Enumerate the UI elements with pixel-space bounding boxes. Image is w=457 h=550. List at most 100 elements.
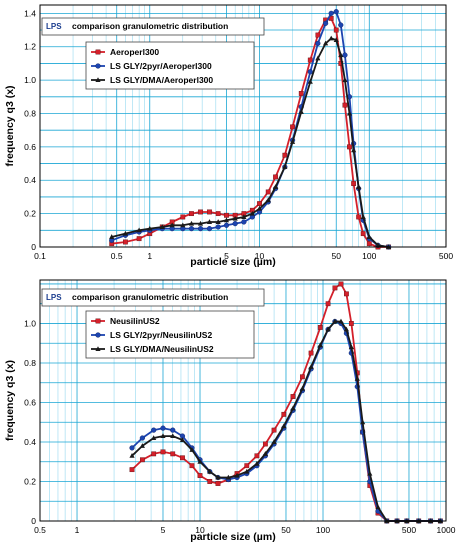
data-point [160, 425, 166, 431]
x-tick-label: 1 [147, 251, 152, 261]
data-point [342, 52, 348, 58]
data-point [197, 220, 204, 226]
data-point [225, 474, 231, 480]
data-point [256, 205, 263, 211]
data-point [360, 231, 366, 237]
data-point [290, 394, 296, 399]
y-tick-label: 0.8 [24, 358, 36, 368]
data-point [307, 69, 313, 75]
tick-labels: 0.1 0.5 1 5 10 50 100 500 0 0.2 0.4 0.6 0.8 1.0 1.2 1.4 [24, 8, 453, 261]
data-point [234, 472, 240, 478]
data-point [351, 147, 357, 153]
data-point [332, 285, 338, 291]
data-point [281, 411, 287, 417]
data-point [338, 22, 344, 28]
y-tick-label: 0.6 [24, 142, 36, 152]
data-point [180, 214, 186, 220]
data-point [180, 455, 185, 461]
legend: NeusilinUS2 LS GLY/2pyr/NeusilinUS2 LS GLY… [85, 310, 255, 359]
chart-grid [39, 280, 447, 522]
data-point [123, 239, 128, 245]
data-point [139, 457, 145, 463]
data-point [300, 374, 305, 380]
lps-badge: LPS [46, 22, 62, 31]
data-point [129, 453, 135, 458]
data-point [151, 435, 157, 441]
legend-marker [95, 49, 101, 55]
data-point [348, 321, 354, 326]
y-tick-label: 1.2 [24, 42, 36, 52]
data-point [360, 419, 366, 425]
legend-marker [95, 318, 101, 324]
legend-label: LS GLY/DMA/NeusilinUS2 [110, 344, 214, 354]
data-point [262, 451, 268, 456]
chart-title-box: LPS comparison granulometric distributio… [41, 17, 265, 36]
data-point [224, 212, 229, 218]
data-point [197, 458, 203, 464]
data-point [189, 463, 195, 469]
data-point [356, 184, 362, 189]
data-point [333, 37, 339, 43]
data-point [241, 219, 247, 225]
data-point [281, 423, 287, 429]
data-point [180, 222, 186, 228]
data-point [273, 174, 278, 180]
data-point [298, 109, 304, 114]
legend-marker [95, 332, 101, 338]
data-point [197, 226, 204, 232]
data-point [307, 78, 313, 84]
data-point [308, 364, 314, 369]
data-point [244, 468, 250, 474]
data-point [159, 224, 165, 229]
plot-frame [39, 279, 447, 522]
data-point [323, 20, 329, 26]
data-point [170, 427, 176, 433]
data-point [290, 405, 296, 411]
data-point [332, 318, 338, 324]
data-point [189, 211, 194, 217]
data-point [375, 242, 381, 248]
data-point [342, 77, 348, 83]
data-point [325, 326, 331, 332]
chart-grid [39, 5, 447, 248]
data-point [254, 453, 260, 459]
x-tick-label: 5 [161, 525, 166, 535]
x-axis-label: particle size (µm) [190, 256, 275, 268]
data-point [298, 91, 304, 96]
data-point [188, 220, 195, 226]
data-point [169, 222, 175, 228]
data-point [129, 467, 135, 473]
data-point [170, 433, 176, 439]
data-point [366, 241, 372, 247]
data-point [333, 27, 339, 33]
x-tick-label: 10 [255, 251, 265, 261]
data-point [342, 102, 348, 108]
data-point [232, 215, 238, 221]
data-point [282, 164, 288, 169]
data-point [317, 342, 323, 348]
data-point [299, 385, 306, 391]
data-point [360, 214, 366, 219]
y-tick-label: 0.4 [24, 175, 36, 185]
data-point [207, 479, 213, 484]
data-point [315, 55, 321, 61]
y-tick-label: 1.0 [24, 318, 36, 328]
x-tick-label: 500 [402, 525, 416, 535]
data-point [338, 52, 344, 58]
chart-title-box: LPS comparison granulometric distributio… [41, 288, 265, 307]
chart-title: comparison granulometric distribution [72, 292, 228, 302]
title-box-bg [41, 17, 265, 36]
data-point [351, 181, 357, 186]
x-tick-label: 100 [362, 251, 376, 261]
data-point [151, 427, 157, 433]
data-point [347, 144, 352, 150]
data-point [271, 439, 277, 444]
data-point [206, 226, 213, 232]
y-tick-label: 1.0 [24, 75, 36, 85]
legend: Aeroperl300 LS GLY/2pyr/Aeroperl300 LS GLY… [85, 41, 255, 90]
data-point [160, 449, 166, 455]
data-point [282, 152, 288, 158]
y-tick-label: 0.6 [24, 397, 36, 407]
legend-label: NeusilinUS2 [110, 316, 160, 326]
